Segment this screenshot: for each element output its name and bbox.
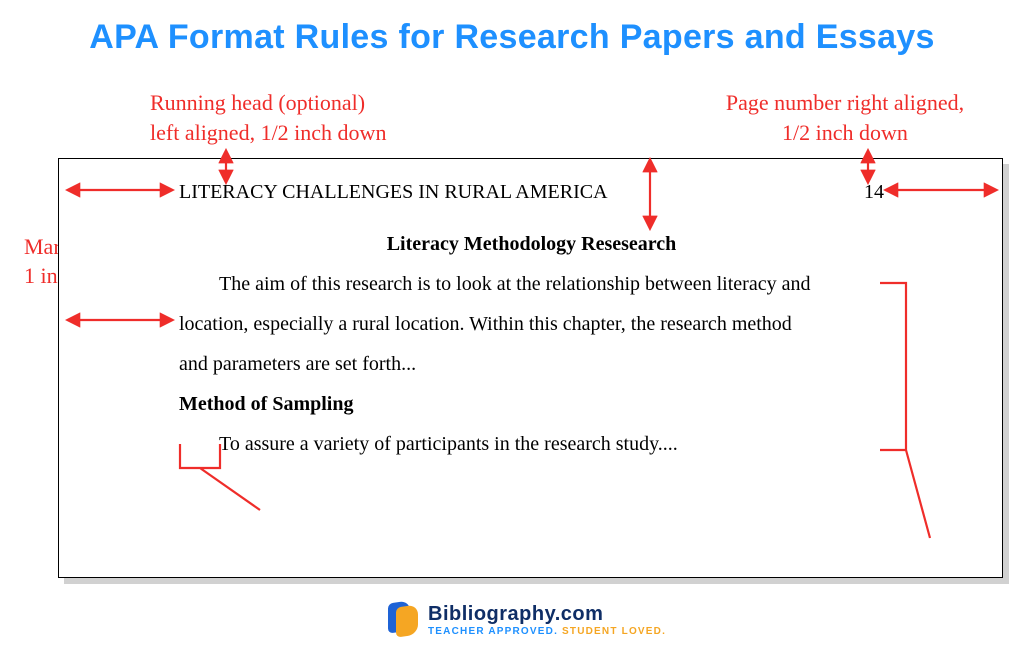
- body-text: To assure a variety of participants in t…: [219, 433, 678, 455]
- annotation-line: 1/2 inch down: [700, 118, 990, 148]
- doc-subheading: Method of Sampling: [179, 393, 353, 416]
- tagline-part: STUDENT LOVED.: [562, 626, 666, 637]
- brand-tagline: TEACHER APPROVED. STUDENT LOVED.: [428, 626, 666, 637]
- doc-heading-1: Literacy Methodology Resesearch: [179, 233, 884, 256]
- brand-logo: Bibliography.com TEACHER APPROVED. STUDE…: [388, 602, 666, 638]
- canvas: APA Format Rules for Research Papers and…: [0, 0, 1024, 666]
- page-title: APA Format Rules for Research Papers and…: [0, 18, 1024, 57]
- document-page-frame: LITERACY CHALLENGES IN RURAL AMERICA 14 …: [58, 158, 1003, 578]
- body-line: location, especially a rural location. W…: [179, 313, 884, 336]
- logo-text: Bibliography.com TEACHER APPROVED. STUDE…: [428, 603, 666, 637]
- page-number: 14: [864, 181, 884, 204]
- annotation-line: Running head (optional): [150, 88, 386, 118]
- logo-mark-icon: [388, 602, 418, 638]
- annotation-running-head: Running head (optional) left aligned, 1/…: [150, 88, 386, 147]
- annotation-line: Page number right aligned,: [700, 88, 990, 118]
- body-line: To assure a variety of participants in t…: [179, 433, 884, 456]
- body-line: and parameters are set forth...: [179, 353, 884, 376]
- tagline-part: TEACHER APPROVED.: [428, 626, 558, 637]
- annotation-line: left aligned, 1/2 inch down: [150, 118, 386, 148]
- brand-name: Bibliography.com: [428, 603, 666, 626]
- body-text: The aim of this research is to look at t…: [219, 273, 810, 295]
- annotation-page-number: Page number right aligned, 1/2 inch down: [700, 88, 990, 147]
- running-head: LITERACY CHALLENGES IN RURAL AMERICA: [179, 181, 608, 204]
- body-line: The aim of this research is to look at t…: [179, 273, 884, 296]
